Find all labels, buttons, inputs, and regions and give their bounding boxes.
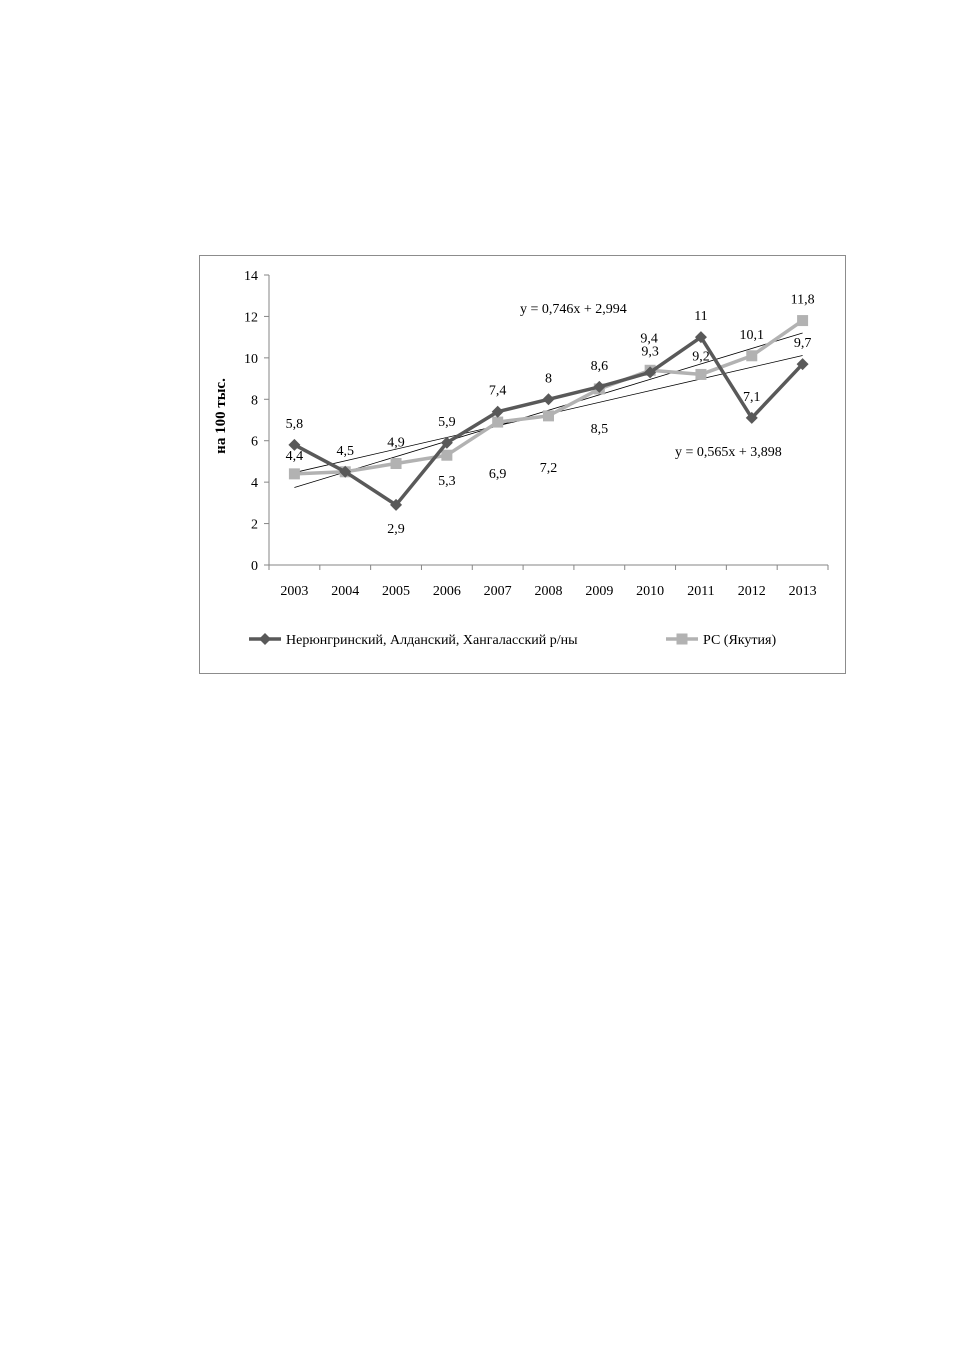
data-point-square [543,410,554,422]
x-tick-label: 2009 [585,584,613,599]
y-axis-label: на 100 тыс. [213,378,229,454]
chart-frame: 0 2 4 6 8 10 12 14 2003 2004 2005 2006 2007 2008 2009 2… [199,255,846,674]
x-tick-label: 2008 [535,584,563,599]
data-label: 5,3 [438,474,456,489]
x-tick-label: 2005 [382,584,410,599]
data-label: 7,4 [489,384,507,399]
x-tick-label: 2012 [738,584,766,599]
series [288,315,809,511]
trendline-equation: y = 0,565x + 3,898 [675,445,782,460]
data-label: 4,4 [286,449,304,464]
trendline [294,332,803,488]
data-point-square [441,449,453,461]
data-point-diamond [644,366,657,379]
x-tick-label: 2007 [484,584,512,599]
data-point-diamond [440,436,453,449]
data-label: 9,7 [794,336,812,351]
y-tick-label: 6 [251,435,258,450]
data-point-square [797,315,809,327]
data-label: 8,6 [591,359,609,374]
data-point-diamond [745,411,758,424]
data-label: 4,9 [387,436,405,451]
data-point-diamond [796,358,809,371]
y-tick-label: 14 [244,269,258,284]
data-point-diamond [339,465,352,478]
data-label: 5,9 [438,415,456,430]
data-label: 9,4 [640,331,658,346]
data-point-square [288,468,300,480]
data-label: 6,9 [489,467,507,482]
y-tick-label: 2 [251,518,258,533]
data-label: 4,5 [336,444,354,459]
data-label: 10,1 [740,328,765,343]
data-label: 9,3 [641,344,659,359]
line-chart: 0 2 4 6 8 10 12 14 2003 2004 2005 2006 2007 2008 2009 2… [213,269,829,648]
y-tick-label: 8 [251,393,258,408]
data-labels: 5,8 4,5 2,9 5,9 7,4 8 8,6 9,3 11 7,1 9,7 4,4 4,9 5,3 6… [286,293,815,537]
axes: 0 2 4 6 8 10 12 14 2003 2004 2005 2006 2007 2008 2009 2… [244,269,829,599]
legend-marker-diamond [259,633,271,645]
data-point-square [390,458,402,469]
data-point-diamond [491,405,504,418]
trendlines: y = 0,746x + 2,994 y = 0,565x + 3,898 [294,302,803,488]
x-tick-label: 2010 [636,584,664,599]
x-tick-label: 2004 [331,584,359,599]
data-point-square [746,350,758,362]
data-point-square [492,416,504,428]
trendline-equation: y = 0,746x + 2,994 [520,302,627,317]
y-tick-label: 12 [244,310,258,325]
x-tick-label: 2003 [280,584,308,599]
data-point-diamond [390,498,403,511]
data-label: 5,8 [286,417,304,432]
data-point-diamond [288,438,301,451]
y-tick-label: 0 [251,559,258,574]
data-label: 7,2 [540,461,558,476]
legend-marker-square [676,633,688,645]
data-label: 8 [545,371,552,386]
data-point-square [695,368,707,380]
data-label: 8,5 [591,422,609,437]
data-point-diamond [694,331,707,344]
data-label: 11,8 [791,293,815,308]
y-tick-label: 10 [244,352,258,367]
data-label: 11 [694,309,707,324]
data-label: 2,9 [387,522,405,537]
x-tick-label: 2011 [687,584,714,599]
data-point-diamond [593,380,606,393]
legend: Нерюнгринский, Алданский, Хангаласский р… [249,633,776,648]
legend-label: Нерюнгринский, Алданский, Хангаласский р… [286,633,578,648]
legend-label: РС (Якутия) [703,633,776,648]
data-label: 9,2 [692,349,710,364]
x-tick-label: 2013 [789,584,817,599]
data-point-diamond [542,393,555,406]
y-tick-label: 4 [251,476,258,491]
data-label: 7,1 [743,390,761,405]
x-tick-label: 2006 [433,584,461,599]
